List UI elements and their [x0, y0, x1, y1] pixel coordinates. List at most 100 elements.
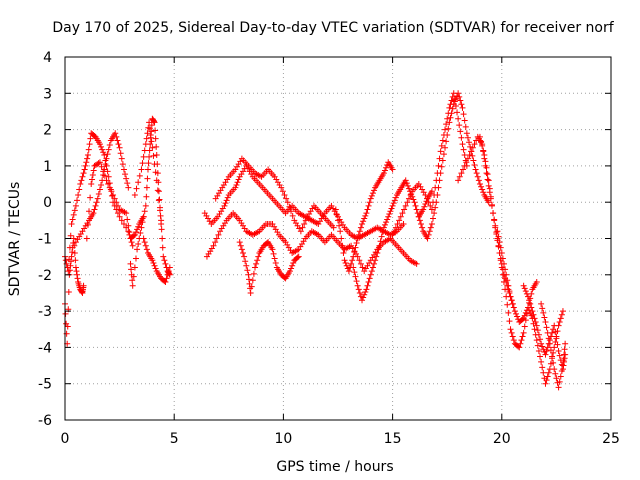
x-tick-label: 10: [274, 431, 292, 447]
data-point: [500, 279, 507, 286]
data-point: [463, 159, 470, 166]
data-point: [468, 148, 475, 155]
data-point: [561, 346, 568, 353]
data-point: [497, 244, 504, 251]
data-point: [75, 191, 82, 198]
data-point: [80, 282, 87, 289]
data-point: [150, 152, 157, 159]
data-point: [471, 141, 478, 148]
data-point: [552, 370, 559, 377]
data-point: [443, 138, 450, 145]
data-point: [508, 329, 515, 336]
data-point: [339, 242, 346, 249]
data-point: [140, 153, 147, 160]
data-point: [365, 279, 372, 286]
data-point: [539, 364, 546, 371]
data-point: [439, 137, 446, 144]
data-point: [519, 333, 526, 340]
data-point: [362, 212, 369, 219]
data-point: [142, 242, 149, 249]
data-point: [476, 133, 483, 140]
data-point: [158, 217, 165, 224]
y-tick-label: -4: [38, 340, 52, 356]
data-point: [215, 231, 222, 238]
data-point: [127, 260, 134, 267]
data-point: [475, 177, 482, 184]
data-point: [534, 327, 541, 334]
data-point: [241, 253, 248, 260]
y-tick-label: -5: [38, 377, 52, 393]
data-point: [224, 194, 231, 201]
data-point: [404, 199, 411, 206]
data-point: [359, 220, 366, 227]
data-point: [491, 216, 498, 223]
data-point: [417, 220, 424, 227]
data-point: [459, 141, 466, 148]
data-point: [139, 219, 146, 226]
data-point: [350, 253, 357, 260]
data-point: [116, 213, 123, 220]
data-point: [456, 93, 463, 100]
data-point: [151, 161, 158, 168]
data-point: [484, 171, 491, 178]
data-point: [420, 206, 427, 213]
data-point: [509, 300, 516, 307]
data-point: [537, 353, 544, 360]
data-point: [120, 220, 127, 227]
x-tick-label: 5: [170, 431, 179, 447]
data-point: [128, 266, 135, 273]
data-point: [469, 144, 476, 151]
data-point: [400, 220, 407, 227]
data-point: [84, 155, 91, 162]
data-point: [90, 210, 97, 217]
data-point: [302, 217, 309, 224]
data-point: [87, 135, 94, 142]
data-point: [509, 333, 516, 340]
data-point: [154, 187, 161, 194]
data-point: [105, 146, 112, 153]
data-point: [65, 289, 72, 296]
data-point: [504, 301, 511, 308]
data-point: [462, 123, 469, 130]
data-point: [557, 373, 564, 380]
data-point: [93, 199, 100, 206]
data-point: [444, 115, 451, 122]
data-point: [85, 146, 92, 153]
data-point: [506, 318, 513, 325]
data-point: [527, 300, 534, 307]
data-point: [469, 152, 476, 159]
data-point: [520, 329, 527, 336]
data-point: [547, 347, 554, 354]
data-point: [337, 228, 344, 235]
data-point: [427, 224, 434, 231]
y-tick-label: -3: [38, 304, 52, 320]
data-point: [213, 235, 220, 242]
data-point: [152, 135, 159, 142]
data-point: [383, 219, 390, 226]
data-point: [89, 176, 96, 183]
data-point: [148, 128, 155, 135]
data-point: [401, 206, 408, 213]
data-point: [143, 135, 150, 142]
data-point: [157, 212, 164, 219]
data-point: [403, 180, 410, 187]
data-point: [559, 308, 566, 315]
data-point: [438, 142, 445, 149]
data-point: [543, 348, 550, 355]
data-point: [288, 265, 295, 272]
data-point: [295, 253, 302, 260]
data-point: [136, 172, 143, 179]
data-point: [140, 213, 147, 220]
data-point: [553, 375, 560, 382]
data-point: [281, 191, 288, 198]
data-point: [483, 170, 490, 177]
data-point: [160, 253, 167, 260]
data-point: [405, 195, 412, 202]
data-point: [502, 266, 509, 273]
data-point: [519, 316, 526, 323]
data-point: [151, 119, 158, 126]
data-point: [502, 286, 509, 293]
data-point: [150, 260, 157, 267]
data-point: [156, 196, 163, 203]
